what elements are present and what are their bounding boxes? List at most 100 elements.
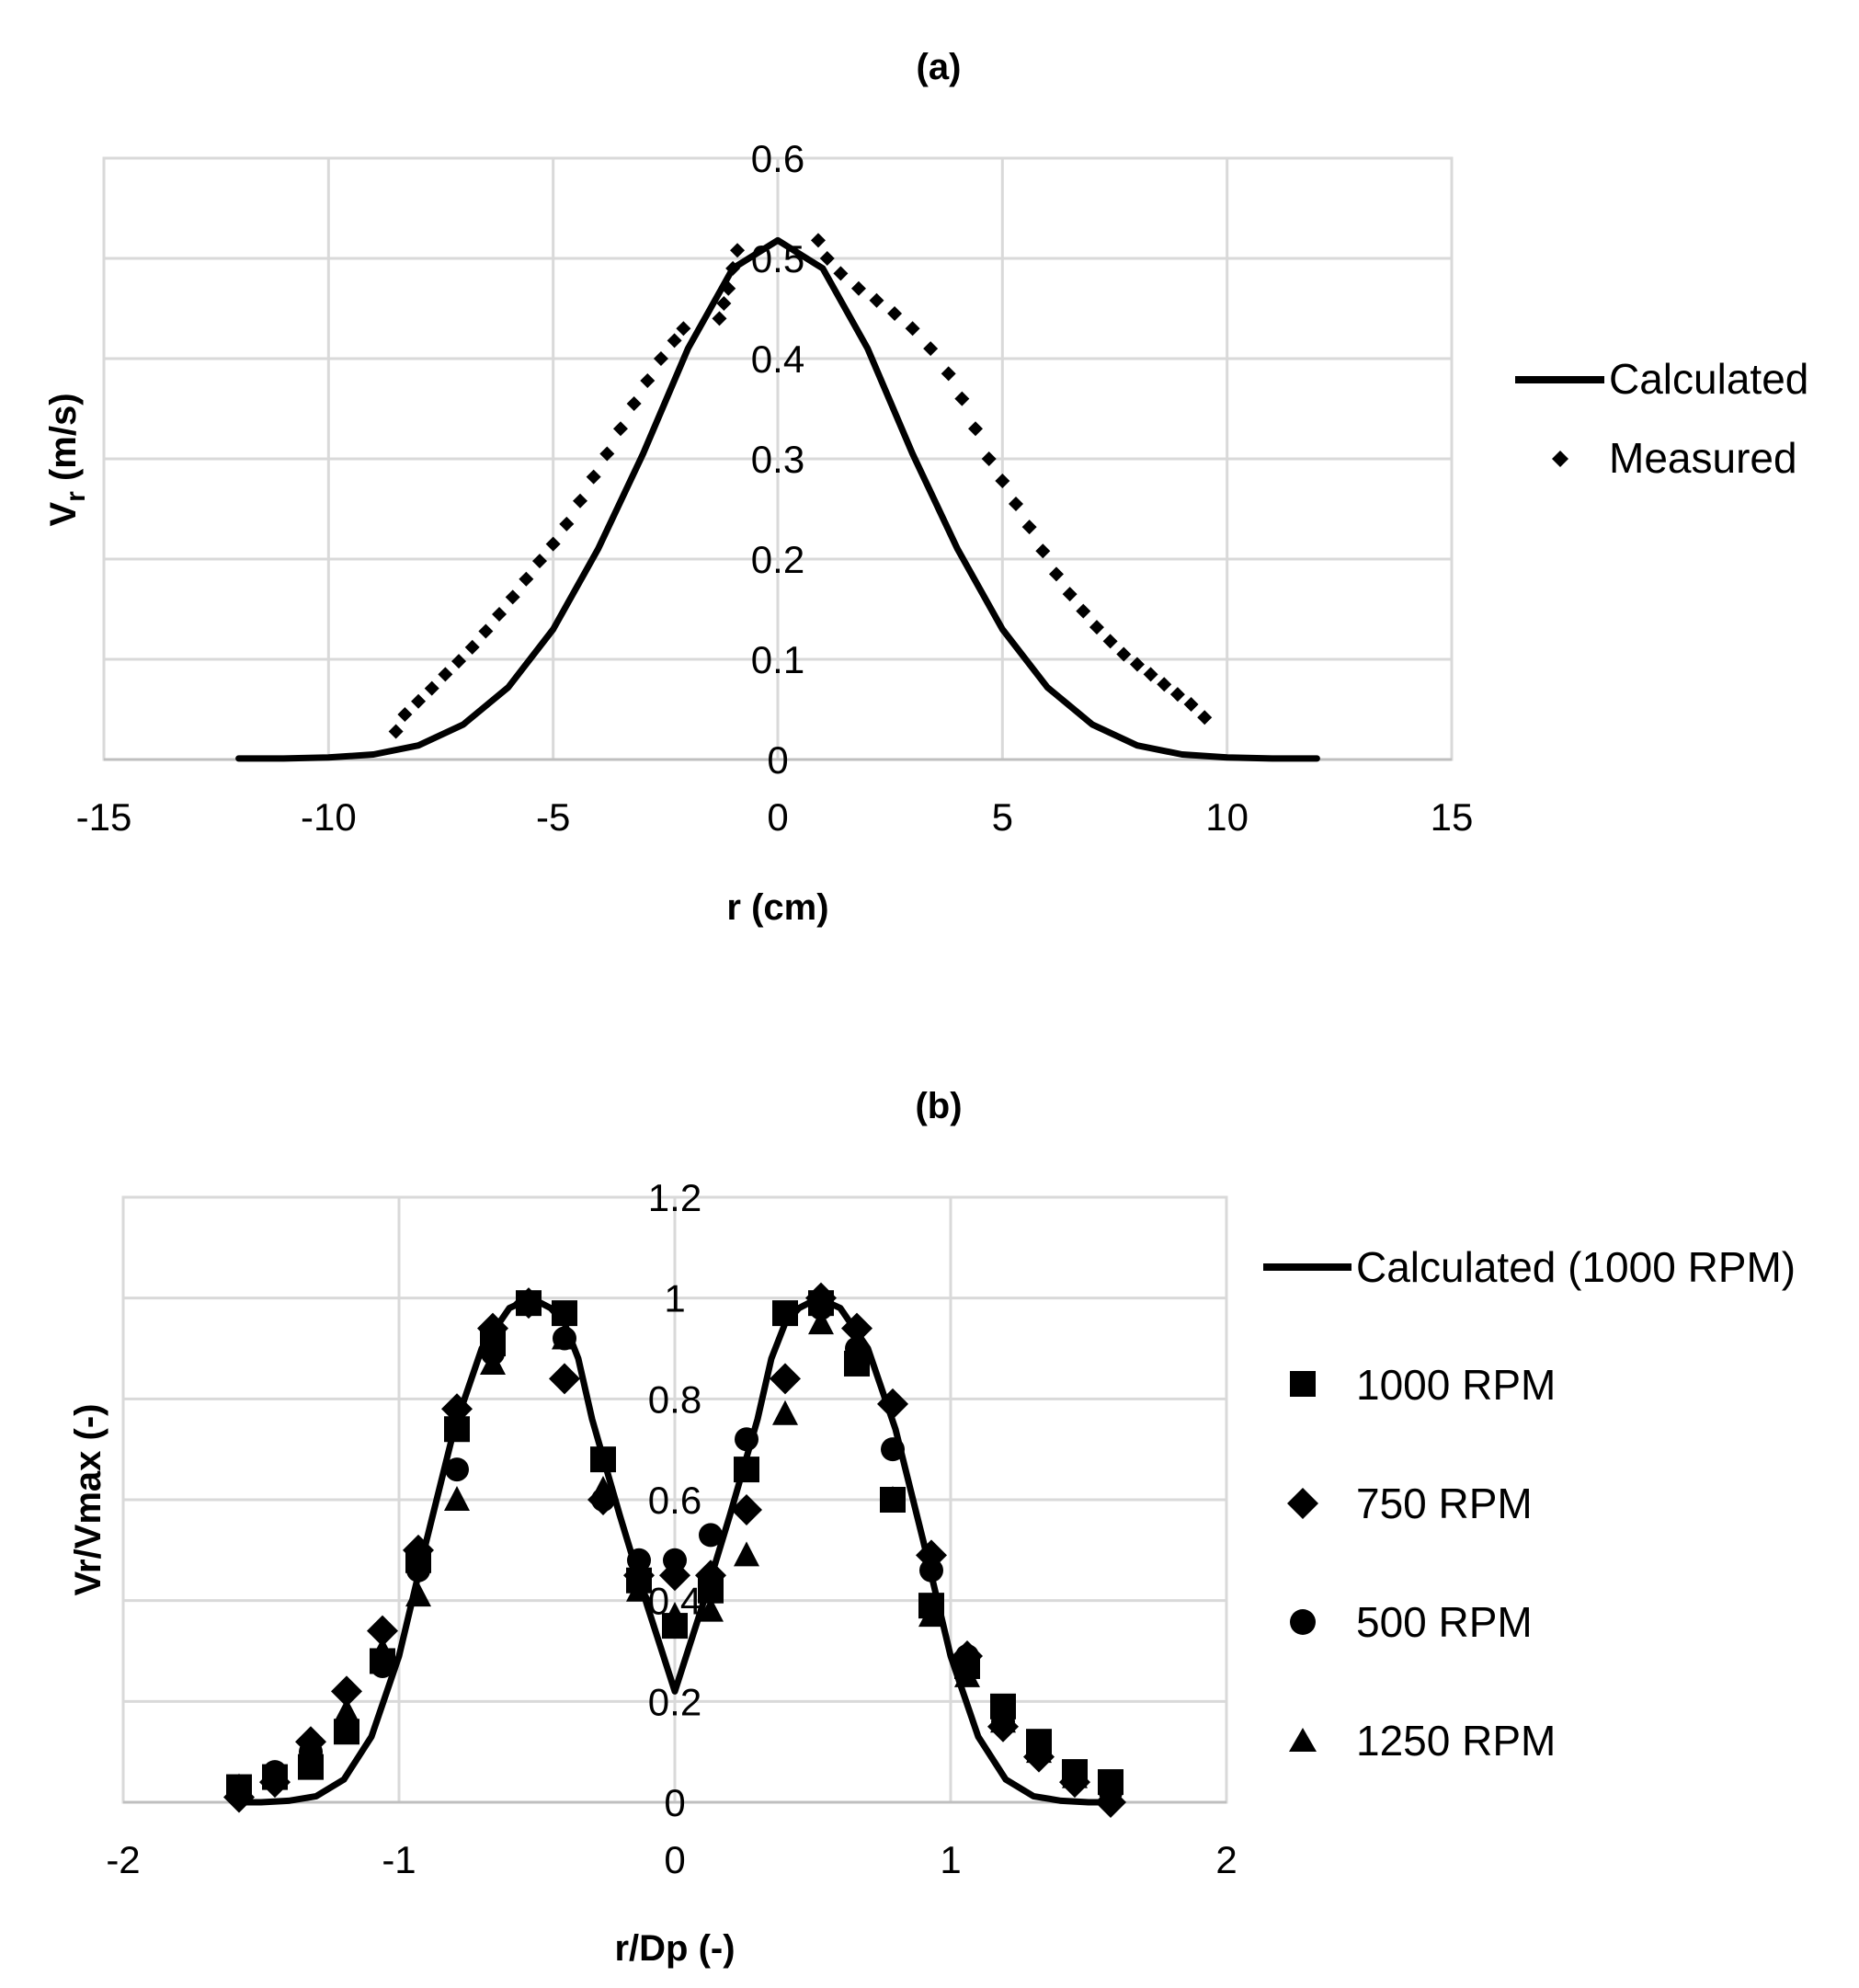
a-point-measured xyxy=(887,305,903,321)
b-point-750-rpm xyxy=(403,1534,434,1566)
b-point-750-rpm xyxy=(731,1493,762,1525)
panel-a-x-tick-labels: -15 -10 -5 0 5 10 15 xyxy=(76,795,1474,839)
a-point-measured xyxy=(1129,657,1145,672)
panel-b-series xyxy=(223,1282,1126,1818)
a-point-measured xyxy=(716,296,732,312)
a-point-measured xyxy=(519,571,534,587)
b-point-750-rpm xyxy=(441,1393,473,1425)
legend-b-1250rpm-marker xyxy=(1289,1728,1317,1752)
a-point-measured xyxy=(712,311,727,326)
a-point-measured xyxy=(810,233,826,248)
b-point-1250-rpm xyxy=(772,1400,798,1425)
a-point-measured xyxy=(941,366,956,382)
a-x-tick-label: -15 xyxy=(76,795,132,839)
panel-b-title: (b) xyxy=(915,1086,962,1126)
panel-b: (b) 00.20.40.60.811.2 -2 -1 0 1 2 r/Dp (-) V… xyxy=(68,1086,1796,1969)
a-point-measured xyxy=(850,280,866,296)
b-point-1250-rpm xyxy=(262,1763,288,1788)
a-point-measured xyxy=(730,243,746,258)
panel-b-x-tick-labels: -2 -1 0 1 2 xyxy=(106,1838,1237,1881)
b-point-750-rpm xyxy=(477,1312,508,1344)
b-point-500-rpm xyxy=(919,1558,943,1582)
a-point-measured xyxy=(640,372,656,388)
b-point-1250-rpm xyxy=(590,1476,616,1502)
b-x-tick-label: -1 xyxy=(382,1838,416,1881)
a-point-measured xyxy=(667,333,682,348)
b-point-1250-rpm xyxy=(444,1486,470,1511)
a-point-measured xyxy=(397,706,413,722)
a-y-tick-label: 0.2 xyxy=(751,538,804,581)
a-point-measured xyxy=(1048,566,1064,582)
a-point-measured xyxy=(586,469,601,485)
b-series-calculated-1000-rpm-line xyxy=(230,1295,1120,1806)
a-point-measured xyxy=(676,321,691,337)
b-point-1250-rpm xyxy=(405,1582,431,1607)
b-point-1000-rpm xyxy=(552,1300,577,1327)
b-point-1250-rpm xyxy=(480,1349,506,1375)
panel-a: (a) 0 0.1 0.2 0.3 0.4 0.5 0.6 -15 -10 -5 0 5 10 15 r… xyxy=(43,47,1808,928)
a-series-calculated-line xyxy=(235,236,1320,762)
b-point-1250-rpm xyxy=(662,1602,688,1628)
b-point-1250-rpm xyxy=(880,1486,906,1511)
a-point-measured xyxy=(1062,587,1078,602)
a-point-measured xyxy=(1035,543,1051,559)
a-point-measured xyxy=(1169,687,1185,703)
b-point-750-rpm xyxy=(877,1388,908,1420)
b-x-tick-label: -2 xyxy=(106,1838,140,1881)
b-point-1250-rpm xyxy=(516,1289,542,1315)
b-point-1250-rpm xyxy=(298,1742,324,1768)
panel-a-legend: Calculated Measured xyxy=(1515,355,1808,482)
a-x-tick-label: -5 xyxy=(536,795,570,839)
a-point-measured xyxy=(653,351,668,366)
legend-b-1000rpm-label: 1000 RPM xyxy=(1356,1361,1556,1409)
b-point-500-rpm xyxy=(773,1301,797,1326)
b-point-1250-rpm xyxy=(734,1541,759,1567)
a-point-measured xyxy=(1089,620,1104,635)
a-point-measured xyxy=(438,667,453,682)
legend-b-1250rpm-label: 1250 RPM xyxy=(1356,1717,1556,1765)
a-point-measured xyxy=(451,654,467,669)
a-y-tick-label: 0.1 xyxy=(751,638,804,681)
a-point-measured xyxy=(599,446,615,462)
b-point-1000-rpm xyxy=(734,1457,759,1483)
a-point-measured xyxy=(612,421,628,437)
b-point-1250-rpm xyxy=(808,1309,834,1335)
b-point-750-rpm xyxy=(331,1675,362,1708)
legend-a-calculated-label: Calculated xyxy=(1609,355,1808,403)
b-y-tick-label: 1.2 xyxy=(648,1176,701,1219)
a-point-measured xyxy=(869,292,884,308)
a-x-tick-label: 5 xyxy=(992,795,1013,839)
b-point-750-rpm xyxy=(695,1560,726,1592)
a-y-tick-label: 0.3 xyxy=(751,438,804,481)
panel-a-x-axis-label: r (cm) xyxy=(726,887,828,928)
b-x-tick-label: 0 xyxy=(664,1838,685,1881)
a-point-measured xyxy=(721,280,736,296)
a-point-measured xyxy=(388,724,404,739)
a-point-measured xyxy=(995,473,1010,488)
panel-b-gridlines xyxy=(121,1195,1228,1804)
a-point-measured xyxy=(492,606,508,622)
a-point-measured xyxy=(626,396,642,412)
b-y-tick-label: 0.8 xyxy=(648,1377,701,1421)
a-point-measured xyxy=(981,451,997,466)
b-point-750-rpm xyxy=(841,1312,872,1344)
panel-b-legend: Calculated (1000 RPM) 1000 RPM 750 RPM 5… xyxy=(1263,1243,1796,1765)
b-point-500-rpm xyxy=(881,1437,905,1462)
a-x-tick-label: -10 xyxy=(301,795,357,839)
panel-a-title: (a) xyxy=(917,47,962,87)
a-point-measured xyxy=(833,266,849,281)
a-x-tick-label: 15 xyxy=(1431,795,1474,839)
a-point-measured xyxy=(1008,497,1023,512)
b-point-500-rpm xyxy=(445,1457,469,1482)
b-point-1250-rpm xyxy=(334,1697,359,1723)
a-point-measured xyxy=(1102,634,1118,649)
a-x-tick-label: 0 xyxy=(767,795,788,839)
a-point-measured xyxy=(545,536,561,552)
a-point-measured xyxy=(572,493,587,508)
b-point-1250-rpm xyxy=(698,1596,724,1622)
b-point-1250-rpm xyxy=(1062,1763,1088,1788)
a-point-measured xyxy=(1197,710,1213,726)
panel-a-y-axis-label-sub: r xyxy=(61,491,91,502)
a-point-measured xyxy=(411,693,427,709)
